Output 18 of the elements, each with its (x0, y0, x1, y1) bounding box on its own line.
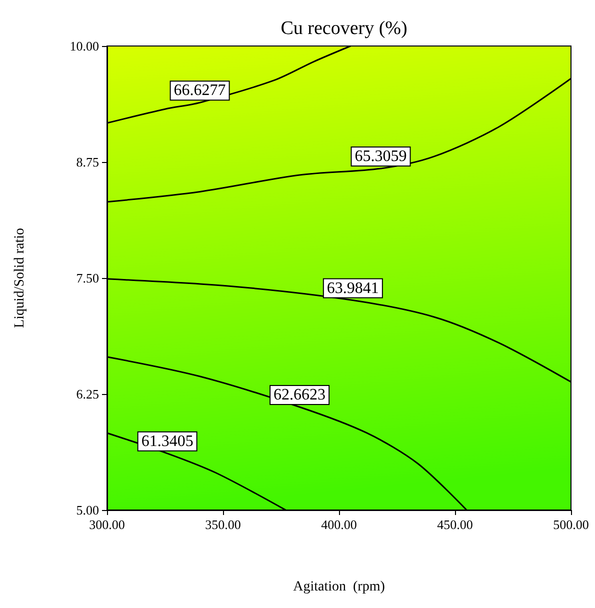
x-tick-label: 450.00 (437, 517, 473, 532)
series-label: 63.9841 (326, 280, 379, 297)
series-label: 61.3405 (141, 432, 194, 450)
x-axis-title: Agitation (rpm) (293, 580, 386, 594)
chart-title: Cu recovery (%) (280, 18, 408, 39)
x-tick-label: 300.00 (89, 517, 125, 532)
x-tick-label: 500.00 (553, 517, 589, 532)
y-tick-label: 10.00 (70, 38, 99, 54)
x-tick-label: 350.00 (205, 517, 241, 532)
series-label: 66.6277 (174, 82, 226, 100)
y-tick-label: 5.00 (76, 502, 99, 518)
y-tick-label: 6.25 (76, 386, 99, 402)
y-axis-title: Liquid/Solid ratio (12, 228, 28, 328)
y-tick-label: 8.75 (76, 154, 99, 170)
x-tick-label: 400.00 (321, 517, 357, 532)
series-label: 62.6623 (274, 386, 326, 404)
series-label: 65.3059 (354, 148, 407, 165)
y-tick-label: 7.50 (76, 270, 99, 286)
